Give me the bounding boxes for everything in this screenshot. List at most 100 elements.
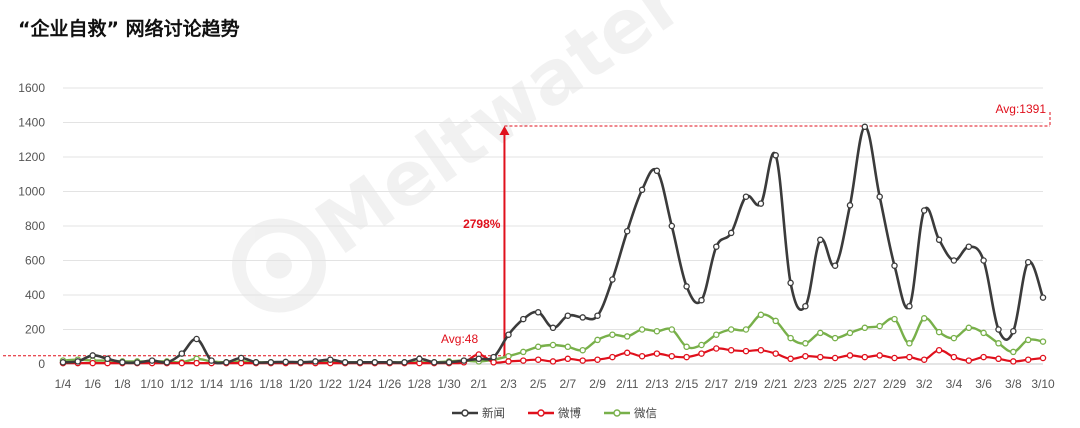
data-point: [549, 341, 557, 349]
data-point: [609, 353, 616, 361]
data-point: [594, 336, 601, 344]
data-point: [356, 359, 364, 366]
y-tick-label: 1600: [18, 81, 45, 95]
data-point: [817, 329, 824, 337]
data-point: [297, 359, 304, 366]
x-tick-label: 2/17: [705, 377, 729, 391]
data-point: [802, 340, 809, 347]
annotations: Avg:48 Avg:1391 2798%: [3, 102, 1051, 357]
data-point: [520, 357, 527, 364]
data-point: [1024, 356, 1032, 363]
data-point: [935, 346, 943, 354]
data-point: [104, 355, 111, 363]
data-point: [772, 350, 779, 357]
data-point: [623, 333, 631, 340]
grid-lines: [63, 87, 1043, 365]
data-point: [623, 349, 631, 357]
data-point: [133, 359, 141, 366]
x-tick-label: 2/7: [560, 377, 577, 391]
data-point: [713, 243, 720, 250]
data-point: [475, 355, 483, 363]
data-point: [980, 329, 987, 337]
data-point: [341, 359, 349, 366]
data-point: [416, 355, 423, 363]
data-point: [549, 358, 557, 365]
data-point: [1039, 354, 1047, 362]
avg-label-high: Avg:1391: [996, 102, 1047, 116]
data-point: [965, 357, 973, 364]
x-tick-label: 3/10: [1031, 377, 1055, 391]
data-point: [802, 352, 809, 360]
x-tick-label: 1/26: [378, 377, 402, 391]
data-point: [950, 334, 958, 342]
legend: 新闻 微博 微信: [452, 406, 657, 420]
legend-item: 微博: [528, 406, 581, 420]
data-point: [757, 346, 765, 354]
data-point: [846, 329, 854, 337]
data-point: [564, 343, 572, 351]
x-tick-label: 3/6: [975, 377, 992, 391]
data-point: [327, 356, 334, 363]
data-point: [89, 352, 96, 359]
data-point: [505, 358, 512, 365]
data-point: [980, 257, 987, 264]
data-point: [698, 296, 705, 304]
y-tick-label: 1400: [18, 116, 45, 130]
data-point: [831, 262, 839, 269]
x-tick-label: 2/25: [823, 377, 847, 391]
data-point: [965, 324, 973, 332]
watermark-logo-icon: [231, 218, 326, 313]
data-point: [727, 326, 735, 333]
legend-item: 微信: [604, 406, 657, 420]
data-point: [609, 276, 616, 283]
x-tick-label: 1/22: [319, 377, 343, 391]
data-point: [831, 334, 839, 342]
x-tick-label: 2/15: [675, 377, 699, 391]
x-tick-label: 1/18: [259, 377, 283, 391]
data-point: [920, 207, 928, 214]
data-point: [906, 340, 913, 347]
data-point: [995, 326, 1002, 333]
data-point: [891, 315, 898, 323]
data-point: [653, 167, 661, 175]
data-point: [950, 353, 958, 361]
data-point: [817, 236, 824, 244]
data-point: [861, 353, 869, 361]
data-point: [787, 334, 794, 342]
data-point: [119, 359, 126, 366]
data-point: [594, 356, 601, 363]
data-point: [445, 359, 453, 366]
data-point: [505, 331, 512, 338]
data-point: [178, 359, 186, 367]
x-tick-label: 3/4: [946, 377, 963, 391]
data-point: [609, 331, 616, 338]
data-point: [490, 359, 497, 366]
data-point: [386, 359, 393, 366]
data-point: [668, 352, 676, 360]
x-tick-label: 1/30: [437, 377, 461, 391]
data-point: [698, 350, 705, 357]
x-tick-label: 2/29: [883, 377, 907, 391]
data-point: [490, 353, 497, 361]
data-point: [237, 359, 245, 367]
x-tick-label: 1/6: [84, 377, 101, 391]
series-0: [59, 123, 1047, 366]
x-tick-label: 2/11: [616, 377, 639, 391]
x-axis: 1/4 1/6 1/8 1/10 1/12 1/14 1/16 1/18 1/20 1/22 1/2…: [55, 377, 1055, 391]
y-tick-label: 600: [25, 254, 45, 268]
data-point: [148, 357, 156, 364]
data-point: [1039, 338, 1047, 345]
x-tick-label: 2/9: [589, 377, 606, 391]
data-point: [193, 359, 200, 367]
legend-marker: [461, 409, 469, 417]
data-point: [1024, 336, 1032, 344]
data-point: [594, 312, 601, 319]
watermark-group: Meltwater: [231, 0, 699, 313]
data-point: [520, 315, 527, 323]
x-tick-label: 1/14: [200, 377, 224, 391]
x-tick-label: 2/21: [764, 377, 788, 391]
x-tick-label: 2/13: [645, 377, 669, 391]
data-point: [802, 302, 809, 310]
data-point: [891, 262, 898, 269]
